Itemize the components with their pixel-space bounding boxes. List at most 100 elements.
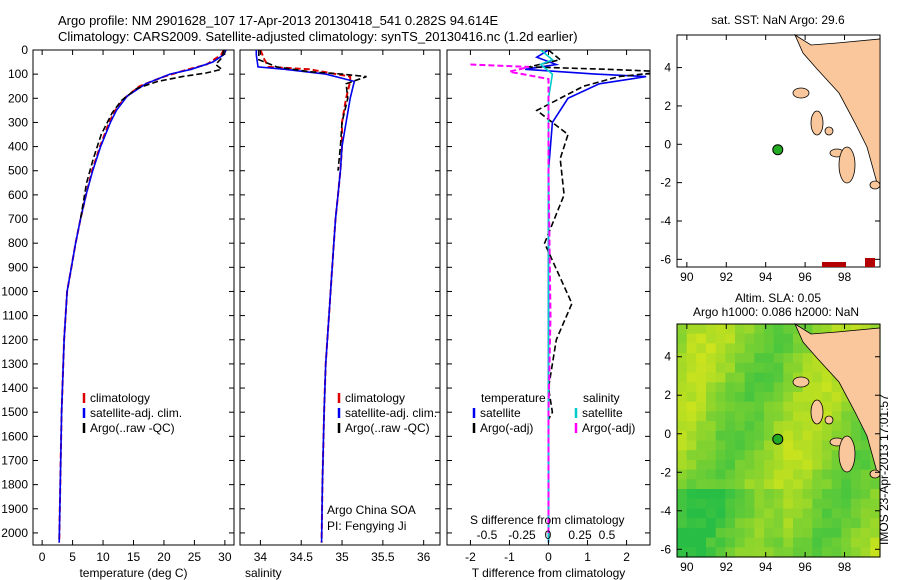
sla-map-cell [812, 547, 823, 558]
sla-map-cell [744, 527, 755, 539]
sla-map-cell [783, 537, 794, 548]
sla-map-axes [676, 323, 881, 558]
sla-map-cell [754, 411, 765, 422]
sla-map-cell [686, 527, 697, 539]
sla-map-cell [831, 459, 842, 471]
sla-map-cell [764, 537, 775, 548]
sla-map-cell [686, 411, 697, 422]
sla-map-cell [831, 401, 842, 412]
sla-map-cell [725, 333, 736, 344]
sla-map-cell [686, 469, 697, 480]
sla-map-cell [870, 489, 881, 500]
sla-map-land-island [824, 415, 834, 425]
sla-map-cell [696, 353, 707, 364]
sla-map-cell [744, 392, 755, 403]
sla-map-cell [696, 333, 707, 344]
depth-tick-label: 700 [8, 212, 28, 226]
sla-map-cell [841, 324, 852, 335]
sla-map-cell [677, 401, 688, 412]
sla-map-xtick-label: 92 [720, 560, 734, 574]
differences-S-legend-label: satellite [582, 406, 623, 420]
sla-map-cell [860, 459, 871, 471]
differences-series-3 [470, 63, 552, 533]
sla-map-cell [754, 372, 765, 383]
sla-map-cell [764, 440, 775, 451]
sla-map-cell [773, 450, 784, 461]
depth-tick-label: 2000 [1, 526, 28, 540]
temperature-legend-label: satellite-adj. clim. [90, 406, 182, 420]
sla-map-cell [725, 479, 736, 490]
sla-map-cell [831, 392, 842, 403]
sla-map-cell [696, 362, 707, 374]
sla-map-cell [686, 498, 697, 510]
sla-map-cell [783, 411, 794, 422]
sla-map-cell [812, 450, 823, 461]
depth-tick-label: 1600 [1, 429, 28, 443]
sla-map-cell [802, 353, 813, 364]
sla-map-cell [735, 459, 746, 471]
sla-map-cell [851, 469, 862, 480]
salinity-series-1 [255, 50, 356, 543]
sla-map-cell [696, 479, 707, 490]
sla-map-cell [851, 527, 862, 539]
sla-map-cell [715, 343, 726, 354]
sla-map-cell [773, 343, 784, 354]
sst-map-ytick-label: -2 [660, 176, 671, 190]
sla-map-cell [686, 547, 697, 558]
sla-map-cell [783, 547, 794, 558]
sla-map-cell [822, 537, 833, 548]
sla-map-cell [696, 527, 707, 539]
sst-map-xtick-label: 92 [720, 270, 734, 284]
sla-map-cell [696, 537, 707, 548]
sla-map-cell [696, 518, 707, 529]
temperature-xtick-label: 25 [188, 550, 202, 564]
sla-map-cell [802, 372, 813, 383]
sla-map-land-sumatra [794, 322, 881, 475]
sla-map-cell [696, 401, 707, 412]
sla-map-cell [831, 469, 842, 480]
sla-map-cell [754, 498, 765, 510]
sla-map-cell [677, 518, 688, 529]
sla-map-cell [773, 421, 784, 432]
sla-map-cell [812, 527, 823, 539]
sla-map-cell [773, 382, 784, 393]
sla-map-cell [802, 527, 813, 539]
sst-map-land-island [869, 180, 881, 190]
sla-map-cell [851, 421, 862, 432]
sla-map-cell [802, 421, 813, 432]
sla-map-cell [677, 508, 688, 519]
sla-map-cell [715, 537, 726, 548]
sla-map-cell [725, 547, 736, 558]
sla-map-cell [764, 372, 775, 383]
sla-map-cell [851, 518, 862, 529]
sla-map-cell [754, 450, 765, 461]
sla-map-cell [773, 362, 784, 374]
sst-map-land-island [838, 146, 856, 184]
sla-map-cell [841, 469, 852, 480]
sla-map-cell [812, 430, 823, 442]
depth-tick-label: 0 [21, 43, 28, 57]
sla-map-cell [725, 392, 736, 403]
sla-map-cell [802, 537, 813, 548]
sla-map-cell [831, 479, 842, 490]
depth-tick-label: 400 [8, 140, 28, 154]
depth-tick-label: 800 [8, 236, 28, 250]
differences-S-tick-label: 0.25 [568, 528, 592, 542]
sla-map-cell [677, 430, 688, 442]
sla-map-cell [841, 392, 852, 403]
sla-map-cell [783, 489, 794, 500]
sla-map-cell [744, 498, 755, 510]
sst-map-xtick-label: 90 [680, 270, 694, 284]
sla-map-cell [696, 324, 707, 335]
sla-map-cell [725, 498, 736, 510]
sla-map-land-island [838, 435, 856, 473]
sla-map-cell [841, 489, 852, 500]
sla-map-cell [706, 518, 717, 529]
sla-map-cell [802, 479, 813, 490]
sla-map-cell [706, 498, 717, 510]
sla-map-cell [783, 469, 794, 480]
sla-map-cell [725, 411, 736, 422]
sla-map-cell [706, 479, 717, 490]
sla-map-cell [802, 498, 813, 510]
